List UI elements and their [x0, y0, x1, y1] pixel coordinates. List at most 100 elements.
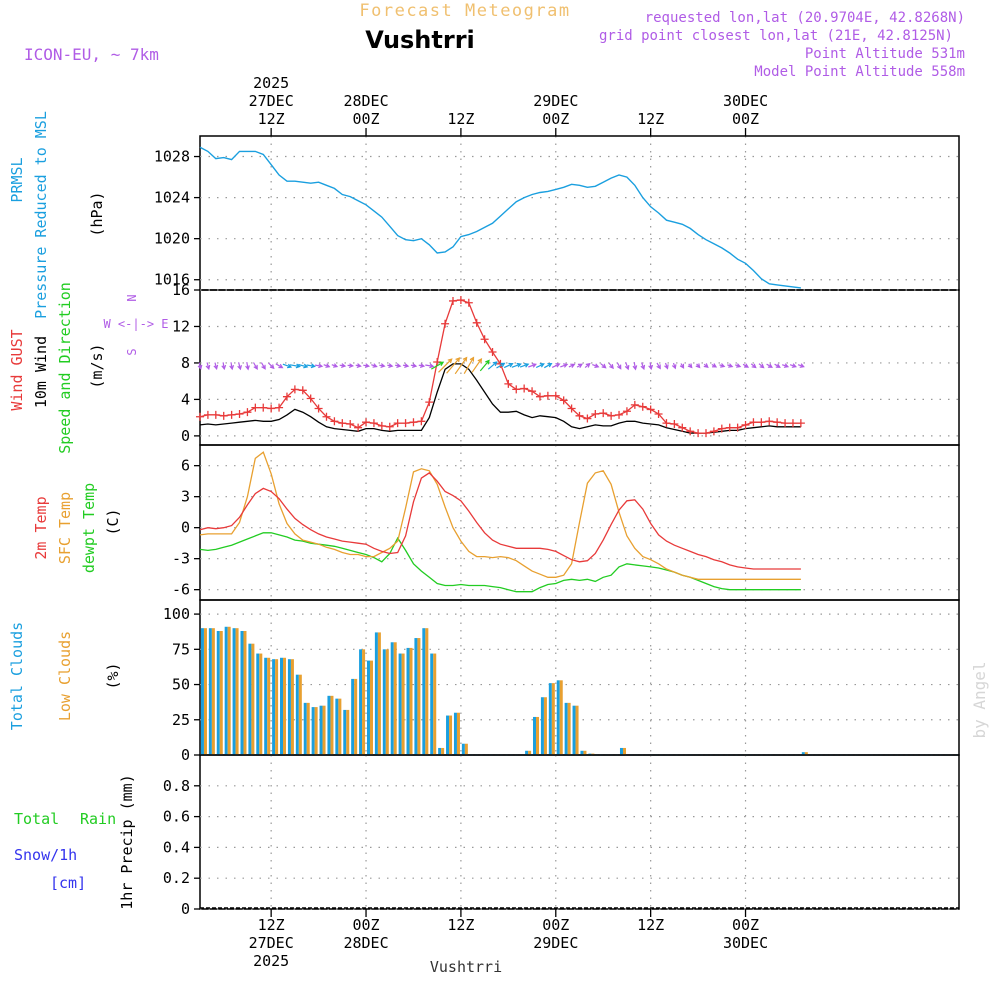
gust-marker	[275, 403, 284, 412]
gust-marker	[377, 421, 386, 430]
total-cloud-bar	[540, 697, 544, 755]
wind-arrow	[503, 362, 514, 369]
wind-arrow	[727, 363, 734, 368]
total-cloud-bar	[311, 707, 315, 755]
gust-marker	[575, 411, 584, 420]
low-cloud-bar	[354, 678, 358, 755]
panel-frame-4	[199, 754, 960, 910]
low-cloud-bar	[251, 643, 255, 755]
wind-arrow	[797, 363, 805, 368]
wind-arrow	[560, 363, 569, 368]
gust-marker	[567, 404, 576, 413]
wind-arrow	[568, 363, 576, 368]
wind-arrow	[402, 363, 410, 368]
gust-marker	[583, 414, 592, 423]
total-cloud-bar	[335, 698, 339, 755]
y-tick-label: 0.2	[163, 869, 190, 887]
gridpoint-coords: grid point closest lon,lat (21E, 42.8125…	[599, 28, 953, 44]
total-cloud-bar	[232, 628, 236, 755]
gust-marker	[591, 410, 600, 418]
x-tick-label-bottom: 12Z	[447, 916, 474, 934]
wind-arrow	[394, 363, 402, 368]
total-cloud-bar	[453, 712, 457, 755]
low-cloud-bar	[401, 653, 405, 755]
gust-marker	[757, 418, 766, 427]
gust-marker	[338, 419, 347, 428]
gust-marker	[322, 412, 331, 421]
y-tick-label: 1028	[154, 148, 190, 166]
wind-arrow	[687, 363, 693, 369]
gust-marker	[528, 387, 537, 396]
low-cloud-bar	[298, 674, 302, 755]
gust-marker	[638, 402, 647, 411]
y-tick-label: 8	[181, 354, 190, 372]
dewpt-line	[199, 532, 801, 593]
requested-coords: requested lon,lat (20.9704E, 42.8268N)	[645, 10, 965, 26]
low-cloud-bar	[377, 632, 381, 755]
wind-arrow	[640, 362, 646, 371]
low-cloud-bar	[559, 680, 563, 755]
low-cloud-bar	[551, 683, 555, 755]
low-cloud-bar	[441, 747, 445, 755]
total-cloud-bar	[351, 678, 355, 755]
low-cloud-bar	[338, 698, 342, 755]
total-cloud-bar	[295, 674, 299, 755]
gust-marker	[227, 410, 236, 419]
point-altitude: Point Altitude 531m	[805, 46, 965, 62]
total-cloud-bar	[319, 705, 323, 755]
low-cloud-bar	[243, 631, 247, 755]
low-cloud-bar	[804, 752, 808, 755]
x-tick-label-bottom: 00Z	[542, 916, 569, 934]
precip-cm-label: [cm]	[50, 874, 86, 892]
y-tick-label: 1016	[154, 271, 190, 289]
clouds-unit: (%)	[104, 662, 122, 689]
wind-arrow	[471, 357, 483, 373]
wind-arrow	[438, 358, 453, 373]
wind-arrow	[592, 363, 600, 368]
total-cloud-bar	[280, 657, 284, 755]
wind-arrow	[774, 363, 781, 368]
gust-marker	[512, 385, 521, 394]
low-cloud-bar	[306, 702, 310, 755]
total-cloud-bar	[272, 659, 276, 755]
gust-marker	[449, 296, 457, 305]
gust-marker	[464, 298, 473, 307]
y-tick-label: 4	[181, 390, 190, 408]
gust-marker	[694, 429, 703, 438]
gust-marker	[480, 335, 489, 344]
wind-arrow	[331, 363, 339, 368]
wind-arrow	[551, 363, 561, 368]
wind-arrow	[339, 363, 347, 368]
wind-arrow	[679, 363, 685, 369]
gust-marker	[796, 419, 805, 428]
low-cloud-bar	[433, 653, 437, 755]
temp-unit: (C)	[104, 508, 122, 535]
gust-marker	[314, 404, 323, 413]
gust-marker	[535, 392, 544, 401]
low-cloud-bar	[393, 642, 397, 755]
gust-marker	[472, 318, 481, 327]
gust-marker	[456, 296, 465, 305]
gust-marker	[441, 319, 450, 328]
x-tick-label-bottom: 27DEC	[249, 934, 294, 952]
model-label: ICON-EU, ~ 7km	[24, 45, 159, 64]
gust-marker	[346, 420, 355, 429]
pressure-unit: (hPa)	[88, 191, 106, 236]
wind-arrow	[664, 362, 669, 370]
total-cloud-bar	[438, 747, 442, 755]
x-tick-label-bottom: 00Z	[352, 916, 379, 934]
low-cloud-bar	[267, 657, 271, 755]
y-tick-label: 0	[181, 519, 190, 537]
total-cloud-bar	[287, 659, 291, 755]
total-cloud-bar	[564, 702, 568, 755]
total-cloud-bar	[414, 638, 418, 755]
total-cloud-bar	[366, 660, 370, 755]
wind-arrow	[487, 361, 498, 370]
chart-title: Vushtrri	[365, 26, 475, 54]
x-tick-label-bottom: 29DEC	[533, 934, 578, 952]
y-tick-label: 0.8	[163, 777, 190, 795]
wind-arrow	[229, 362, 235, 371]
total-cloud-bar	[382, 649, 386, 755]
total-cloud-bar	[264, 657, 268, 755]
total-cloud-bar	[343, 709, 347, 755]
